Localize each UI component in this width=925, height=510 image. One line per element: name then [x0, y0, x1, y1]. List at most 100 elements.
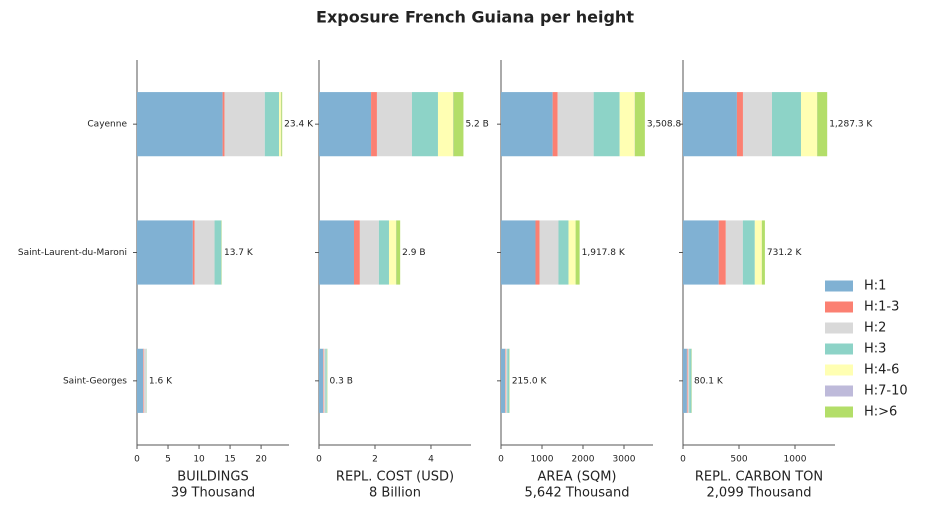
- bar-segment: [539, 220, 559, 285]
- bar-segment: [359, 220, 379, 285]
- bar-segment: [552, 92, 558, 157]
- x-axis-label: REPL. COST (USD): [336, 470, 454, 485]
- bar-segment: [575, 220, 580, 285]
- bar-segment: [683, 348, 687, 413]
- bar-segment: [558, 220, 569, 285]
- x-tick-label: 5: [165, 455, 171, 465]
- legend-swatch: [825, 280, 853, 292]
- bar-segment: [687, 348, 690, 413]
- x-tick-label: 15: [224, 455, 235, 465]
- x-axis-label: BUILDINGS: [177, 470, 248, 485]
- legend-label: H:7-10: [864, 384, 908, 399]
- bar-segment: [353, 220, 360, 285]
- legend-label: H:3: [864, 342, 886, 357]
- y-tick-label: Saint-Laurent-du-Maroni: [18, 248, 127, 258]
- x-axis-total: 2,099 Thousand: [707, 486, 812, 501]
- value-label: 13.7 K: [224, 248, 254, 258]
- x-tick-label: 0: [498, 455, 504, 465]
- x-tick-label: 500: [730, 455, 747, 465]
- value-label: 731.2 K: [767, 248, 803, 258]
- bar-segment: [686, 348, 688, 413]
- bar-segment: [593, 92, 620, 157]
- y-tick-label: Saint-Georges: [63, 376, 127, 386]
- x-tick-label: 3000: [613, 455, 636, 465]
- bar-segment: [323, 348, 324, 413]
- legend-swatch: [825, 301, 853, 313]
- bar-segment: [264, 92, 280, 157]
- bar-segment: [557, 92, 594, 157]
- bar-segment: [194, 220, 215, 285]
- legend-label: H:1: [864, 279, 886, 294]
- bar-segment: [222, 92, 225, 157]
- legend-label: H:4-6: [864, 363, 899, 378]
- value-label: 23.4 K: [284, 120, 314, 130]
- x-tick-label: 0: [316, 455, 322, 465]
- bar-segment: [279, 92, 281, 157]
- bar-segment: [137, 348, 144, 413]
- x-tick-label: 0: [134, 455, 140, 465]
- x-tick-label: 4: [428, 455, 434, 465]
- bar-segment: [501, 348, 506, 413]
- legend-swatch: [825, 406, 853, 418]
- value-label: 215.0 K: [512, 376, 548, 386]
- bar-segment: [281, 92, 283, 157]
- x-axis-total: 5,642 Thousand: [525, 486, 630, 501]
- bar-segment: [137, 92, 223, 157]
- legend-swatch: [825, 364, 853, 376]
- bar-segment: [453, 92, 464, 157]
- legend-label: H:>6: [864, 405, 897, 420]
- legend-swatch: [825, 322, 853, 334]
- x-tick-label: 2: [372, 455, 378, 465]
- bar-segment: [742, 92, 772, 157]
- bar-segment: [771, 92, 801, 157]
- bar-segment: [689, 348, 692, 413]
- legend-swatch: [825, 385, 853, 397]
- bar-segment: [634, 92, 645, 157]
- bar-segment: [137, 220, 193, 285]
- y-tick-label: Cayenne: [87, 120, 127, 130]
- bar-segment: [736, 92, 743, 157]
- bar-segment: [396, 220, 401, 285]
- value-label: 5.2 B: [465, 120, 488, 130]
- value-label: 0.3 B: [330, 376, 353, 386]
- bar-segment: [323, 348, 326, 413]
- bar-segment: [411, 92, 438, 157]
- bar-segment: [319, 92, 372, 157]
- x-axis-label: REPL. CARBON TON: [695, 470, 823, 485]
- bar-segment: [325, 348, 327, 413]
- value-label: 80.1 K: [694, 376, 724, 386]
- bar-segment: [192, 220, 195, 285]
- bar-segment: [800, 92, 817, 157]
- bar-segment: [535, 220, 540, 285]
- bar-segment: [388, 220, 396, 285]
- value-label: 1,917.8 K: [582, 248, 626, 258]
- bar-segment: [143, 348, 147, 413]
- x-tick-label: 2000: [572, 455, 595, 465]
- bar-segment: [501, 220, 536, 285]
- bar-segment: [725, 220, 743, 285]
- legend-label: H:1-3: [864, 300, 899, 315]
- value-label: 2.9 B: [402, 248, 425, 258]
- bar-segment: [683, 220, 719, 285]
- bar-segment: [319, 348, 324, 413]
- value-label: 1.6 K: [149, 376, 173, 386]
- legend-label: H:2: [864, 321, 886, 336]
- bar-segment: [619, 92, 635, 157]
- bar-segment: [761, 220, 765, 285]
- bar-segment: [568, 220, 576, 285]
- x-axis-total: 39 Thousand: [171, 486, 255, 501]
- bar-segment: [501, 92, 553, 157]
- bar-segment: [224, 92, 265, 157]
- bar-segment: [214, 220, 222, 285]
- bar-segment: [754, 220, 762, 285]
- bar-segment: [507, 348, 510, 413]
- x-tick-label: 0: [680, 455, 686, 465]
- x-tick-label: 1000: [784, 455, 807, 465]
- bar-segment: [143, 348, 144, 413]
- value-label: 1,287.3 K: [829, 120, 873, 130]
- bar-segment: [817, 92, 828, 157]
- bar-segment: [742, 220, 755, 285]
- x-axis-total: 8 Billion: [369, 486, 421, 501]
- x-tick-label: 20: [255, 455, 267, 465]
